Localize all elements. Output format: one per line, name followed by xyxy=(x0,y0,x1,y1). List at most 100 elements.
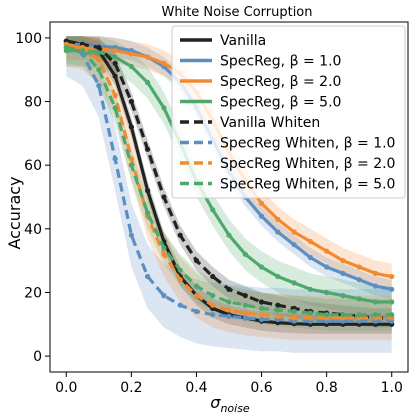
point-series-4-10 xyxy=(226,232,232,238)
band-series-7 xyxy=(66,36,392,341)
point-series-7-12 xyxy=(258,312,265,318)
point-series-3-3 xyxy=(112,48,118,54)
point-series-3-19 xyxy=(372,270,379,276)
point-series-5-9 xyxy=(210,273,216,280)
point-series-4-12 xyxy=(258,264,265,270)
point-series-6-7 xyxy=(177,302,183,308)
point-series-8-16 xyxy=(324,312,330,318)
point-series-7-2 xyxy=(96,57,102,63)
point-series-3-16 xyxy=(324,248,330,254)
point-series-8-4 xyxy=(128,162,134,168)
point-series-6-10 xyxy=(226,313,232,319)
legend-label-3: SpecReg, β = 2.0 xyxy=(220,74,341,90)
point-series-7-7 xyxy=(177,277,183,283)
point-series-8-0 xyxy=(63,44,69,51)
point-series-4-4 xyxy=(128,63,134,70)
point-series-4-5 xyxy=(145,79,151,86)
point-series-3-6 xyxy=(161,60,167,66)
point-series-7-6 xyxy=(161,251,167,257)
y-tick-label-3: 60 xyxy=(24,158,42,174)
point-series-8-14 xyxy=(291,308,297,315)
point-series-2-17 xyxy=(340,270,346,276)
point-series-8-2 xyxy=(96,67,102,73)
y-tick-label-1: 20 xyxy=(24,285,42,301)
legend: Vanilla SpecReg, β = 1.0 SpecReg, β = 2.0 S… xyxy=(171,25,406,199)
y-tick-label-4: 80 xyxy=(24,95,42,111)
point-series-8-6 xyxy=(161,245,167,251)
point-series-1-3 xyxy=(112,73,118,79)
point-series-5-10 xyxy=(226,286,232,292)
point-series-6-4 xyxy=(128,232,134,238)
point-series-2-13 xyxy=(275,229,281,235)
legend-label-4: SpecReg, β = 5.0 xyxy=(220,95,341,111)
point-series-8-18 xyxy=(356,312,362,318)
point-series-6-3 xyxy=(112,156,118,162)
point-series-2-14 xyxy=(291,242,297,248)
point-series-8-8 xyxy=(193,283,200,289)
point-series-8-12 xyxy=(258,305,265,311)
point-series-7-3 xyxy=(112,92,118,98)
point-series-8-7 xyxy=(177,267,183,273)
point-series-4-13 xyxy=(275,273,281,280)
point-series-5-6 xyxy=(161,194,167,200)
point-series-8-19 xyxy=(372,312,379,318)
point-series-4-15 xyxy=(307,286,313,292)
x-tick-label-0: 0.0 xyxy=(55,380,77,396)
y-tick-label-0: 0 xyxy=(33,349,42,365)
band-series-4 xyxy=(66,36,392,318)
point-series-5-11 xyxy=(242,293,248,299)
plot-frame xyxy=(49,21,409,373)
x-tick-label-1: 0.2 xyxy=(120,380,142,396)
point-series-8-13 xyxy=(275,307,281,313)
x-tick-label-4: 0.8 xyxy=(316,380,338,396)
point-series-2-20 xyxy=(389,286,395,292)
point-series-4-3 xyxy=(112,54,118,60)
point-series-4-16 xyxy=(324,289,330,296)
chart-title: White Noise Corruption xyxy=(161,5,312,20)
point-series-8-10 xyxy=(226,299,232,305)
point-series-8-5 xyxy=(145,210,151,216)
x-tick-label-5: 1.0 xyxy=(381,380,403,396)
point-series-2-18 xyxy=(356,277,362,283)
point-series-2-15 xyxy=(307,254,313,261)
point-series-6-8 xyxy=(193,308,200,315)
point-series-6-12 xyxy=(258,316,265,323)
point-series-3-15 xyxy=(307,238,313,245)
point-series-3-17 xyxy=(340,258,346,264)
point-series-8-9 xyxy=(210,293,216,299)
point-series-8-15 xyxy=(307,310,313,316)
point-series-2-12 xyxy=(258,213,265,219)
point-series-3-14 xyxy=(291,229,297,235)
svg-text:σnoise: σnoise xyxy=(210,393,250,415)
point-series-6-11 xyxy=(242,315,248,321)
point-series-3-18 xyxy=(356,264,362,270)
point-series-3-4 xyxy=(128,51,134,57)
point-series-3-5 xyxy=(145,54,151,60)
point-series-7-15 xyxy=(307,315,313,321)
x-tick-label-2: 0.4 xyxy=(185,380,207,396)
point-series-4-9 xyxy=(210,207,216,213)
band-series-6 xyxy=(66,36,392,353)
point-series-4-18 xyxy=(356,296,362,302)
legend-label-6: SpecReg Whiten, β = 1.0 xyxy=(220,136,395,152)
y-tick-label-2: 40 xyxy=(24,222,42,238)
point-series-2-16 xyxy=(324,264,330,270)
legend-label-2: SpecReg, β = 1.0 xyxy=(220,54,341,70)
point-series-7-8 xyxy=(193,293,200,299)
point-series-5-3 xyxy=(112,60,118,66)
point-series-7-13 xyxy=(275,313,281,319)
line-series-8 xyxy=(65,45,392,317)
point-series-7-11 xyxy=(242,310,248,316)
y-tick-label-5: 100 xyxy=(15,31,42,47)
point-series-6-6 xyxy=(161,293,167,299)
y-axis-label: Accuracy xyxy=(5,176,24,249)
point-series-4-6 xyxy=(161,105,167,111)
legend-label-1: Vanilla xyxy=(220,33,266,49)
point-series-5-7 xyxy=(177,232,183,238)
x-axis-label-sub: noise xyxy=(220,402,249,415)
point-series-8-20 xyxy=(389,312,395,318)
point-series-5-8 xyxy=(193,258,200,264)
point-series-5-13 xyxy=(275,302,281,308)
point-series-7-14 xyxy=(291,315,297,321)
